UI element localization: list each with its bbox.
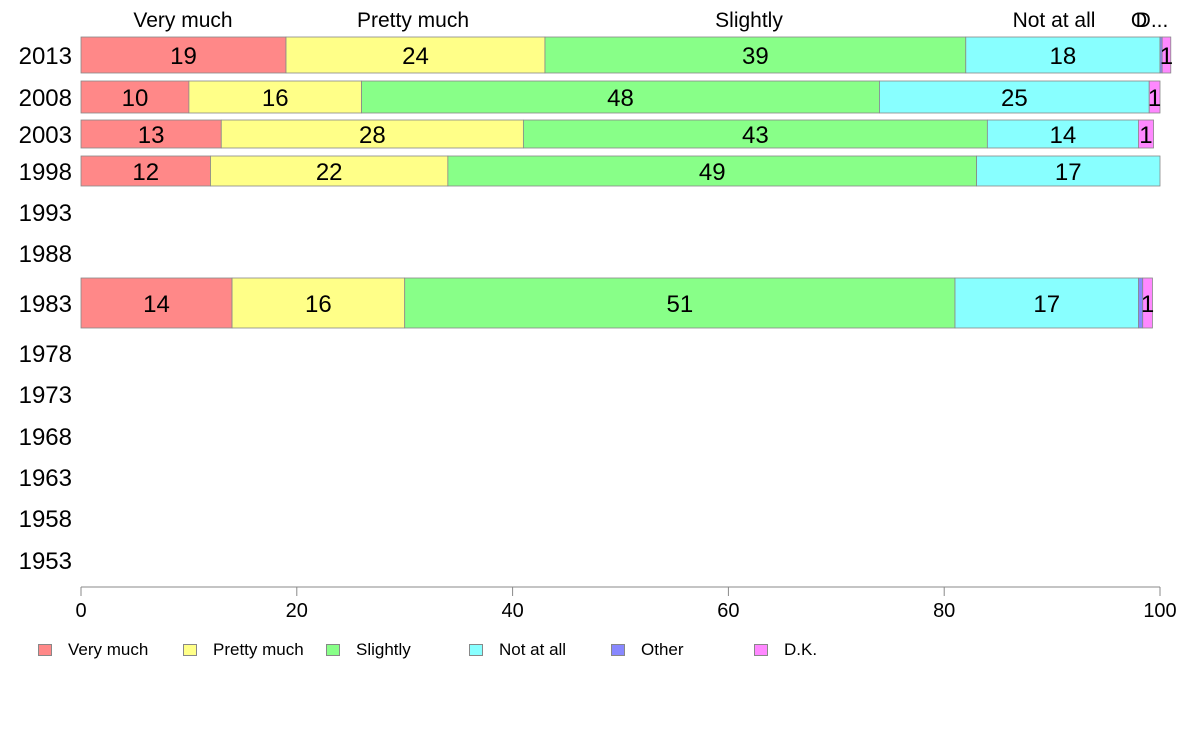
y-tick-label: 2003	[19, 122, 72, 149]
data-label: 17	[1055, 159, 1082, 186]
series-top-label: Pretty much	[357, 9, 469, 32]
legend-item: Not at all	[469, 640, 566, 660]
bar-segment	[210, 155, 449, 187]
x-tick-label: 0	[75, 600, 86, 622]
legend-label: D.K.	[784, 640, 818, 659]
data-label: 49	[699, 159, 726, 186]
bar-segment	[965, 36, 1161, 74]
data-label: 19	[170, 43, 197, 70]
x-tick-label: 20	[286, 600, 308, 622]
bar-segment	[1148, 80, 1161, 114]
legend-item: D.K.	[754, 640, 817, 660]
data-label: 18	[1050, 43, 1077, 70]
bar-segment	[188, 80, 362, 114]
x-tick-label: 40	[501, 600, 523, 622]
data-label: 25	[1001, 85, 1028, 112]
legend-swatch	[469, 644, 483, 656]
series-top-label: Not at all	[1013, 9, 1096, 32]
series-top-label: Very much	[133, 9, 232, 32]
x-tick-label: 100	[1143, 600, 1176, 622]
legend-swatch	[754, 644, 768, 656]
bar-segment	[1161, 36, 1172, 74]
bar-segment	[879, 80, 1150, 114]
data-label: 43	[742, 122, 769, 149]
data-label: 48	[607, 85, 634, 112]
data-label: 39	[742, 43, 769, 70]
y-tick-label: 1978	[19, 341, 72, 368]
bar-segment	[361, 80, 880, 114]
bar-segment	[80, 155, 211, 187]
series-top-label: Slightly	[715, 9, 783, 32]
series-top-label: D...	[1136, 9, 1169, 32]
legend-label: Pretty much	[213, 640, 304, 659]
y-tick-label: 1993	[19, 200, 72, 227]
x-tick-label: 80	[933, 600, 955, 622]
legend-swatch	[326, 644, 340, 656]
legend-swatch	[183, 644, 197, 656]
bar-segment	[285, 36, 546, 74]
data-label: 12	[132, 159, 159, 186]
data-label: 10	[122, 85, 149, 112]
chart-legend: Very much Pretty much Slightly Not at all Ot…	[38, 640, 938, 660]
y-tick-label: 1953	[19, 548, 72, 575]
bar-segment	[1142, 277, 1153, 329]
legend-item: Very much	[38, 640, 148, 660]
bar-segment	[976, 155, 1161, 187]
data-label: 13	[138, 122, 165, 149]
data-label: 51	[666, 291, 693, 318]
legend-item: Slightly	[326, 640, 411, 660]
legend-item: Other	[611, 640, 684, 660]
y-tick-label: 1973	[19, 382, 72, 409]
legend-swatch	[38, 644, 52, 656]
data-label: 14	[143, 291, 170, 318]
bar-segment	[1138, 119, 1154, 149]
bar-segment	[522, 119, 988, 149]
data-label: 1	[1139, 122, 1152, 149]
x-tick-label: 60	[717, 600, 739, 622]
bar-segment	[447, 155, 977, 187]
bar-segment	[954, 277, 1139, 329]
bar-segment	[80, 36, 287, 74]
legend-swatch	[611, 644, 625, 656]
bar-segment	[231, 277, 406, 329]
series-top-label: O	[1131, 9, 1147, 32]
data-label: 24	[402, 43, 429, 70]
y-tick-label: 2013	[19, 43, 72, 70]
y-tick-label: 1958	[19, 506, 72, 533]
data-label: 28	[359, 122, 386, 149]
bar-segment	[544, 36, 967, 74]
y-tick-label: 1998	[19, 159, 72, 186]
data-label: 14	[1050, 122, 1077, 149]
y-tick-label: 1968	[19, 424, 72, 451]
legend-label: Not at all	[499, 640, 567, 659]
legend-label: Very much	[68, 640, 149, 659]
data-label: 16	[305, 291, 332, 318]
data-label: 16	[262, 85, 289, 112]
bar-segment	[80, 277, 233, 329]
legend-item: Pretty much	[183, 640, 304, 660]
y-tick-label: 1983	[19, 291, 72, 318]
legend-label: Other	[641, 640, 684, 659]
bar-segment	[80, 80, 190, 114]
data-label: 1	[1160, 43, 1173, 70]
data-label: 17	[1033, 291, 1060, 318]
data-label: 1	[1141, 291, 1154, 318]
data-label: 1	[1148, 85, 1161, 112]
data-label: 22	[316, 159, 343, 186]
bar-segment	[404, 277, 956, 329]
y-tick-label: 1988	[19, 241, 72, 268]
legend-label: Slightly	[356, 640, 411, 659]
y-tick-label: 2008	[19, 85, 72, 112]
bar-segment	[80, 119, 222, 149]
y-tick-label: 1963	[19, 465, 72, 492]
